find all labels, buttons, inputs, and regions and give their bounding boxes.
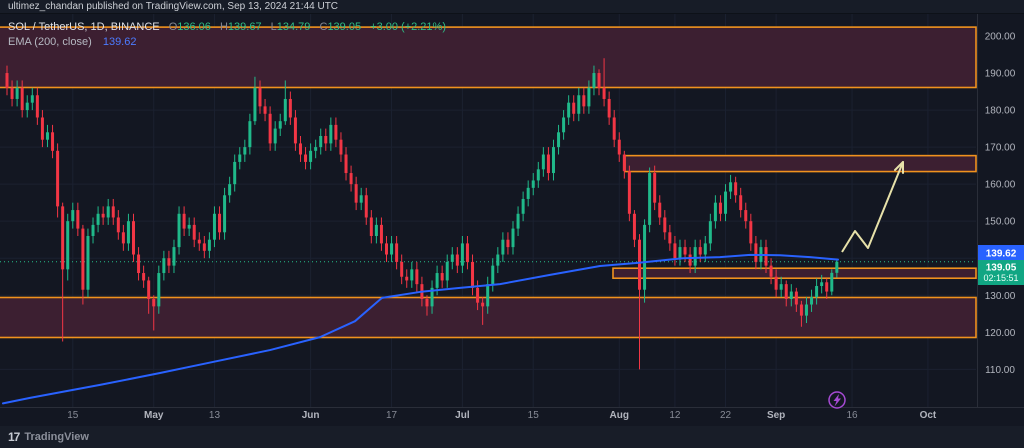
svg-text:139.62: 139.62 xyxy=(986,249,1017,260)
legend-indicator-row: EMA (200, close) 139.62 xyxy=(8,35,446,50)
close-value: 139.05 xyxy=(327,21,362,33)
axis-borders xyxy=(0,14,1024,408)
svg-text:180.00: 180.00 xyxy=(985,106,1016,117)
svg-text:160.00: 160.00 xyxy=(985,180,1016,191)
svg-text:120.00: 120.00 xyxy=(985,328,1016,339)
svg-text:Aug: Aug xyxy=(610,410,629,421)
svg-text:12: 12 xyxy=(669,410,681,421)
high-value: 139.67 xyxy=(227,21,262,33)
svg-text:Oct: Oct xyxy=(920,410,937,421)
chart-legend: SOL / TetherUS, 1D, BINANCE O136.06 H139… xyxy=(8,20,446,50)
svg-text:Sep: Sep xyxy=(767,410,785,421)
tradingview-logo[interactable]: 17 TradingView xyxy=(8,430,89,444)
svg-text:150.00: 150.00 xyxy=(985,217,1016,228)
time-axis[interactable]: 15 May 13 Jun 17 Jul 15 Aug 12 22 Sep 16 Oct xyxy=(67,410,937,421)
svg-text:170.00: 170.00 xyxy=(985,143,1016,154)
low-value: 134.79 xyxy=(276,21,311,33)
symbol-title[interactable]: SOL / TetherUS, 1D, BINANCE xyxy=(8,21,160,33)
zone-upper-supply-band xyxy=(0,26,977,89)
svg-text:22: 22 xyxy=(720,410,732,421)
svg-text:15: 15 xyxy=(528,410,540,421)
svg-text:May: May xyxy=(144,410,164,421)
price-change: +3.00 (+2.21%) xyxy=(370,21,446,33)
ema-value-badge xyxy=(978,245,1024,261)
svg-text:200.00: 200.00 xyxy=(985,32,1016,43)
last-price-badge xyxy=(978,260,1024,285)
svg-text:15: 15 xyxy=(67,410,79,421)
svg-text:110.00: 110.00 xyxy=(985,365,1015,376)
high-label: H xyxy=(219,21,228,33)
candles xyxy=(5,58,839,370)
zone-mid-supply-box xyxy=(624,154,977,173)
trend-arrow[interactable] xyxy=(841,161,904,253)
svg-text:139.05: 139.05 xyxy=(986,263,1017,274)
svg-text:130.00: 130.00 xyxy=(985,291,1016,302)
indicator-label[interactable]: EMA (200, close) xyxy=(8,36,92,48)
svg-text:16: 16 xyxy=(846,410,858,421)
tradingview-logo-icon: 17 xyxy=(8,430,20,444)
lightning-icon xyxy=(833,394,841,407)
open-label: O xyxy=(168,21,178,33)
price-axis[interactable]: 200.00190.00180.00170.00160.00150.00140.… xyxy=(985,32,1016,376)
supply-demand-zones[interactable] xyxy=(0,26,977,339)
zone-breakout-box xyxy=(612,267,977,280)
svg-text:Jul: Jul xyxy=(455,410,470,421)
attribution-bar: ultimez_chandan published on TradingView… xyxy=(0,0,1024,14)
tradingview-logo-text: TradingView xyxy=(24,431,89,443)
legend-symbol-row: SOL / TetherUS, 1D, BINANCE O136.06 H139… xyxy=(8,20,446,35)
footer-strip xyxy=(0,426,1024,448)
ema-line[interactable] xyxy=(2,253,839,405)
svg-text:02:15:51: 02:15:51 xyxy=(983,273,1018,283)
event-icon[interactable] xyxy=(828,391,846,409)
svg-text:190.00: 190.00 xyxy=(985,69,1016,80)
indicator-value: 139.62 xyxy=(102,36,137,48)
svg-text:17: 17 xyxy=(386,410,398,421)
open-value: 136.06 xyxy=(177,21,211,33)
close-label: C xyxy=(319,21,328,33)
low-label: L xyxy=(270,21,277,33)
svg-text:Jun: Jun xyxy=(302,410,320,421)
svg-text:13: 13 xyxy=(209,410,221,421)
